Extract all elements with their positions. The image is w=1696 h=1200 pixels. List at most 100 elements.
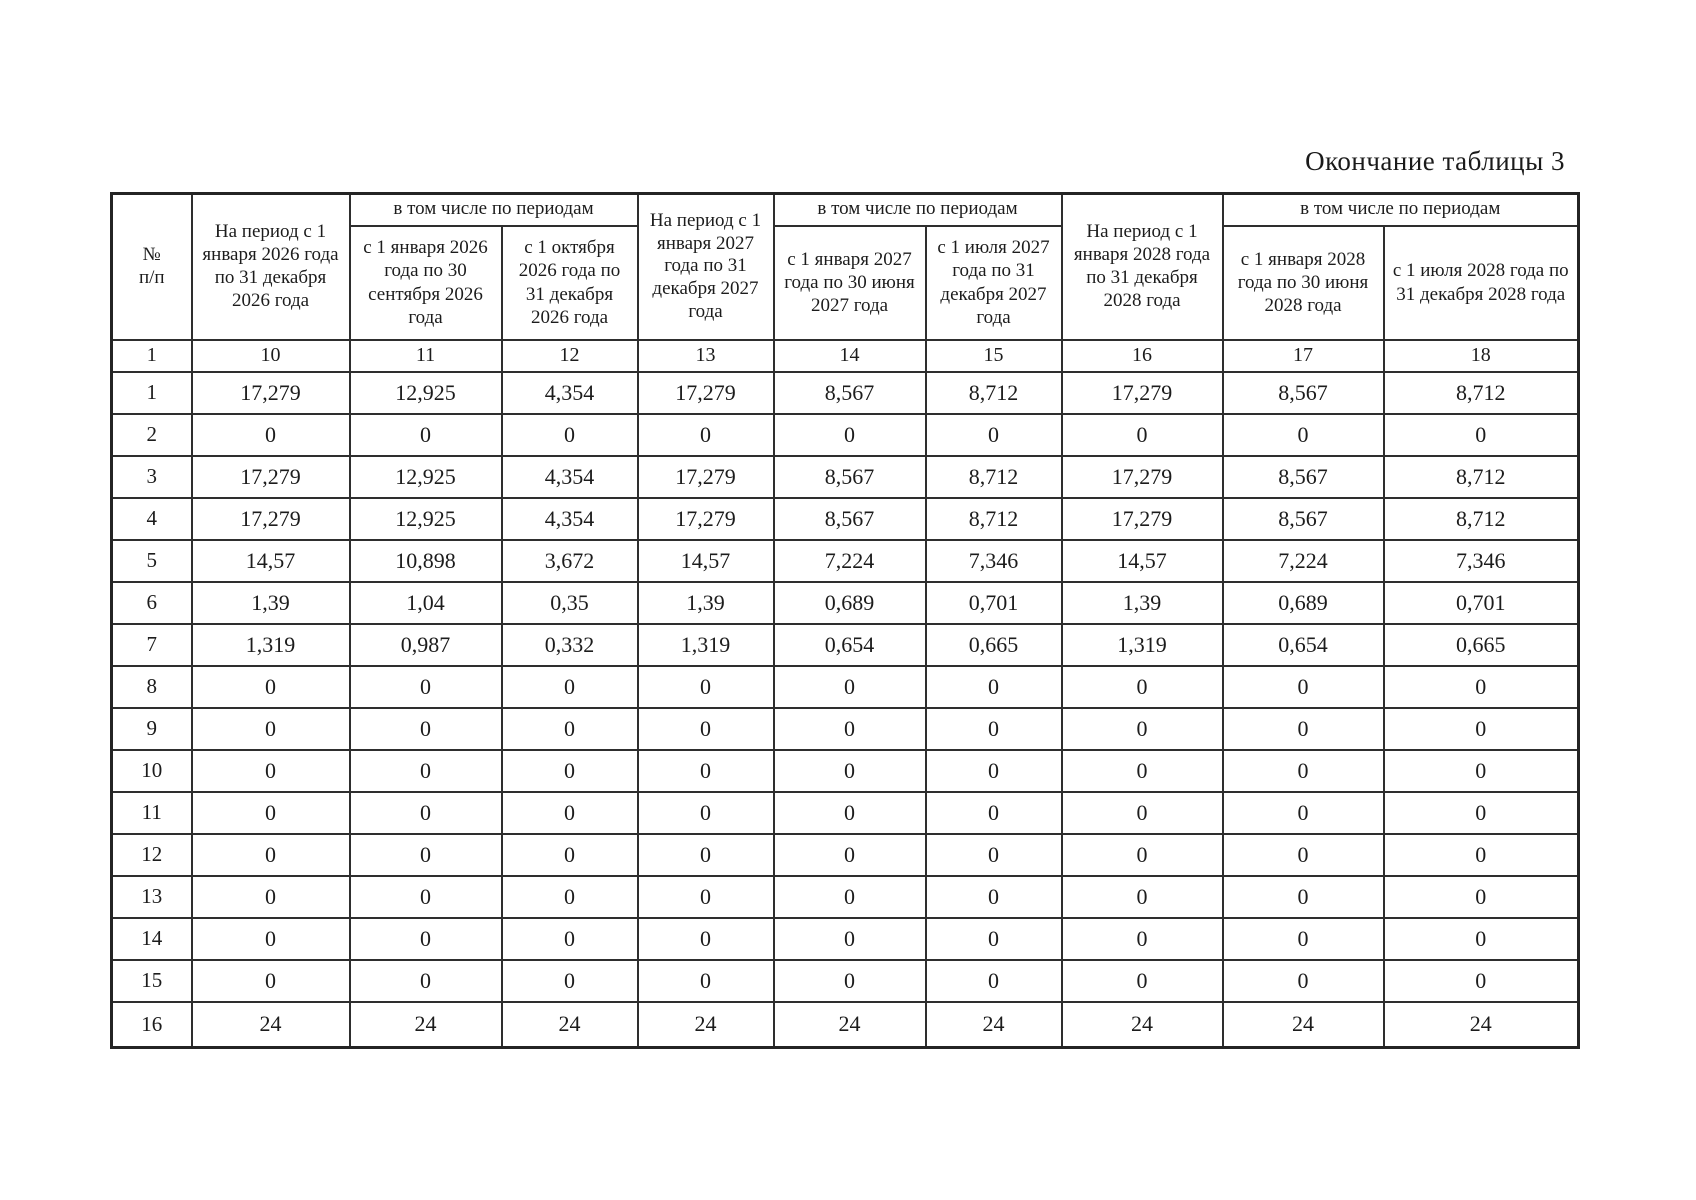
table-row: 1 17,279 12,925 4,354 17,279 8,567 8,712 17,279… <box>110 370 1580 415</box>
value-cell: 0 <box>772 664 927 709</box>
row-number-cell: 16 <box>110 1000 193 1049</box>
value-cell: 0 <box>636 958 775 1003</box>
value-cell: 7,346 <box>924 538 1063 583</box>
column-number-cell: 1 <box>110 338 193 373</box>
value-cell: 0 <box>772 874 927 919</box>
value-cell: 0 <box>636 412 775 457</box>
column-number-cell: 11 <box>348 338 503 373</box>
header-cell-subperiod-2026-2: с 1 октября 2026 года по 31 декабря 2026… <box>500 224 639 341</box>
header-cell-period-2027: На период с 1 января 2027 года по 31 дек… <box>636 192 775 341</box>
value-cell: 0 <box>1221 748 1385 793</box>
value-cell: 8,712 <box>1382 370 1580 415</box>
value-cell: 0 <box>348 832 503 877</box>
value-cell: 8,567 <box>772 454 927 499</box>
value-cell: 0 <box>924 958 1063 1003</box>
value-cell: 8,567 <box>1221 496 1385 541</box>
table-row: 16 24 24 24 24 24 24 24 24 24 <box>110 1000 1580 1049</box>
value-cell: 0 <box>500 832 639 877</box>
value-cell: 0 <box>1060 832 1224 877</box>
value-cell: 17,279 <box>636 496 775 541</box>
value-cell: 0 <box>1221 412 1385 457</box>
value-cell: 0 <box>190 748 351 793</box>
value-cell: 0 <box>190 958 351 1003</box>
header-cell-including-2026: в том числе по периодам <box>348 192 639 227</box>
table-row: 5 14,57 10,898 3,672 14,57 7,224 7,346 14,57 7,2… <box>110 538 1580 583</box>
value-cell: 8,712 <box>1382 496 1580 541</box>
value-cell: 0 <box>1382 748 1580 793</box>
value-cell: 1,319 <box>636 622 775 667</box>
value-cell: 0 <box>772 790 927 835</box>
column-number-cell: 17 <box>1221 338 1385 373</box>
value-cell: 10,898 <box>348 538 503 583</box>
value-cell: 17,279 <box>1060 454 1224 499</box>
value-cell: 0 <box>500 412 639 457</box>
value-cell: 0,665 <box>1382 622 1580 667</box>
value-cell: 0,689 <box>772 580 927 625</box>
number-sub: п/п <box>138 266 165 288</box>
value-cell: 0 <box>772 706 927 751</box>
header-cell-including-2027: в том числе по периодам <box>772 192 1063 227</box>
column-number-cell: 16 <box>1060 338 1224 373</box>
value-cell: 0,689 <box>1221 580 1385 625</box>
header-cell-subperiod-2026-1: с 1 января 2026 года по 30 сентября 2026… <box>348 224 503 341</box>
value-cell: 0 <box>348 916 503 961</box>
row-number-cell: 3 <box>110 454 193 499</box>
column-number-cell: 18 <box>1382 338 1580 373</box>
value-cell: 17,279 <box>1060 370 1224 415</box>
value-cell: 0 <box>924 412 1063 457</box>
value-cell: 0 <box>500 706 639 751</box>
value-cell: 0 <box>1221 874 1385 919</box>
column-number-cell: 13 <box>636 338 775 373</box>
row-number-cell: 6 <box>110 580 193 625</box>
row-number-cell: 12 <box>110 832 193 877</box>
value-cell: 0 <box>636 874 775 919</box>
column-number-cell: 12 <box>500 338 639 373</box>
value-cell: 0 <box>772 916 927 961</box>
value-cell: 0 <box>636 664 775 709</box>
row-number-cell: 9 <box>110 706 193 751</box>
table-continuation-title: Окончание таблицы 3 <box>1305 146 1565 176</box>
row-number-cell: 1 <box>110 370 193 415</box>
value-cell: 0 <box>636 790 775 835</box>
value-cell: 1,39 <box>1060 580 1224 625</box>
table-row: 15 0 0 0 0 0 0 0 0 0 <box>110 958 1580 1003</box>
value-cell: 17,279 <box>190 496 351 541</box>
value-cell: 14,57 <box>636 538 775 583</box>
header-cell-including-2028: в том числе по периодам <box>1221 192 1580 227</box>
row-number-cell: 14 <box>110 916 193 961</box>
header-row-groups: № п/п На период с 1 января 2026 года по … <box>110 192 1580 341</box>
value-cell: 8,567 <box>1221 370 1385 415</box>
value-cell: 0 <box>1221 706 1385 751</box>
value-cell: 0 <box>1221 916 1385 961</box>
value-cell: 0 <box>1382 706 1580 751</box>
value-cell: 24 <box>1221 1000 1385 1049</box>
header-cell-row-number: № п/п <box>110 192 193 341</box>
value-cell: 0 <box>1382 832 1580 877</box>
value-cell: 0 <box>348 874 503 919</box>
header-cell-subperiod-2028-2: с 1 июля 2028 года по 31 декабря 2028 го… <box>1382 224 1580 341</box>
value-cell: 0,701 <box>924 580 1063 625</box>
table-body: 1 17,279 12,925 4,354 17,279 8,567 8,712 17,279… <box>110 370 1580 1049</box>
value-cell: 0 <box>1382 664 1580 709</box>
value-cell: 24 <box>924 1000 1063 1049</box>
value-cell: 0 <box>500 916 639 961</box>
value-cell: 4,354 <box>500 454 639 499</box>
value-cell: 0 <box>500 664 639 709</box>
value-cell: 0 <box>348 664 503 709</box>
value-cell: 0 <box>1382 412 1580 457</box>
value-cell: 8,712 <box>924 454 1063 499</box>
value-cell: 0 <box>1060 790 1224 835</box>
value-cell: 8,567 <box>772 496 927 541</box>
value-cell: 0 <box>772 412 927 457</box>
value-cell: 0 <box>348 790 503 835</box>
row-number-cell: 2 <box>110 412 193 457</box>
value-cell: 24 <box>190 1000 351 1049</box>
value-cell: 0 <box>1060 748 1224 793</box>
value-cell: 0 <box>1221 958 1385 1003</box>
value-cell: 0 <box>348 412 503 457</box>
value-cell: 0 <box>636 706 775 751</box>
value-cell: 0 <box>924 748 1063 793</box>
value-cell: 0,654 <box>1221 622 1385 667</box>
